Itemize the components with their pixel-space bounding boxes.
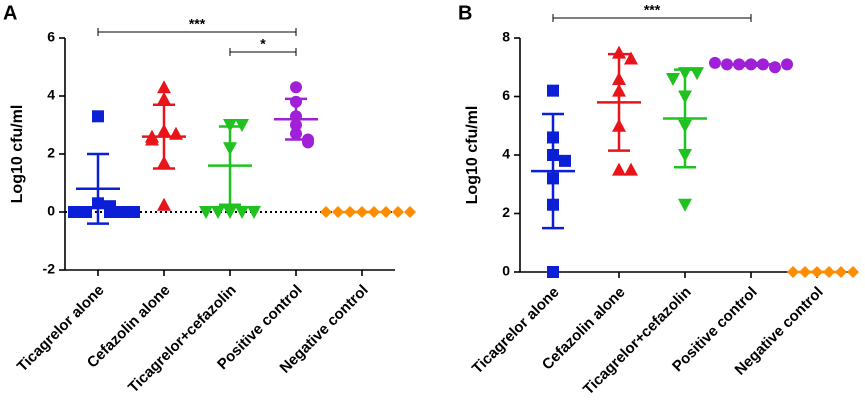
point [559, 154, 571, 167]
y-tick-label: 6 [47, 29, 55, 45]
y-tick-label: -2 [43, 261, 56, 277]
y-tick-label: 0 [502, 263, 510, 279]
point [624, 162, 638, 176]
point [835, 266, 847, 278]
y-tick-label: 8 [502, 29, 510, 45]
point [157, 91, 171, 105]
point [235, 119, 249, 132]
y-tick-label: 0 [47, 203, 55, 219]
point [612, 162, 626, 176]
point [68, 206, 80, 218]
point [404, 206, 416, 218]
point [302, 136, 314, 149]
point [211, 206, 225, 219]
panel-label: A [3, 2, 17, 24]
y-tick-label: 4 [47, 87, 55, 103]
point [666, 72, 680, 86]
point [709, 56, 721, 69]
point [787, 266, 799, 278]
panel-label: B [458, 2, 472, 24]
point [547, 266, 559, 278]
point [781, 58, 793, 71]
point [547, 84, 559, 97]
point [223, 206, 237, 219]
significance-label: *** [189, 16, 206, 32]
y-axis-label: Log10 cfu/ml [464, 106, 481, 205]
significance-label: * [260, 36, 266, 52]
point [612, 45, 626, 59]
significance-label: *** [644, 2, 661, 18]
y-tick-label: 2 [502, 204, 510, 220]
point [128, 206, 140, 218]
point [157, 197, 171, 211]
point [145, 132, 159, 146]
point [80, 206, 92, 218]
point [92, 110, 104, 123]
point [116, 206, 128, 218]
y-tick-label: 4 [502, 146, 510, 162]
point [235, 206, 249, 219]
point [769, 61, 781, 74]
x-tick-label: Ticagrelor+cefazolin [580, 284, 695, 399]
point [847, 266, 859, 278]
point [392, 206, 404, 218]
point [104, 206, 116, 218]
point [247, 206, 261, 219]
x-tick-label: Ticagrelor+cefazolin [125, 282, 240, 397]
point [380, 206, 392, 218]
point [290, 81, 302, 94]
y-tick-label: 6 [502, 87, 510, 103]
y-axis-label: Log10 cfu/ml [9, 105, 26, 204]
point [199, 206, 213, 219]
y-tick-label: 2 [47, 145, 55, 161]
point [721, 58, 733, 71]
point [320, 206, 332, 218]
point [678, 198, 692, 212]
point [332, 206, 344, 218]
point [624, 51, 638, 65]
point [157, 80, 171, 94]
